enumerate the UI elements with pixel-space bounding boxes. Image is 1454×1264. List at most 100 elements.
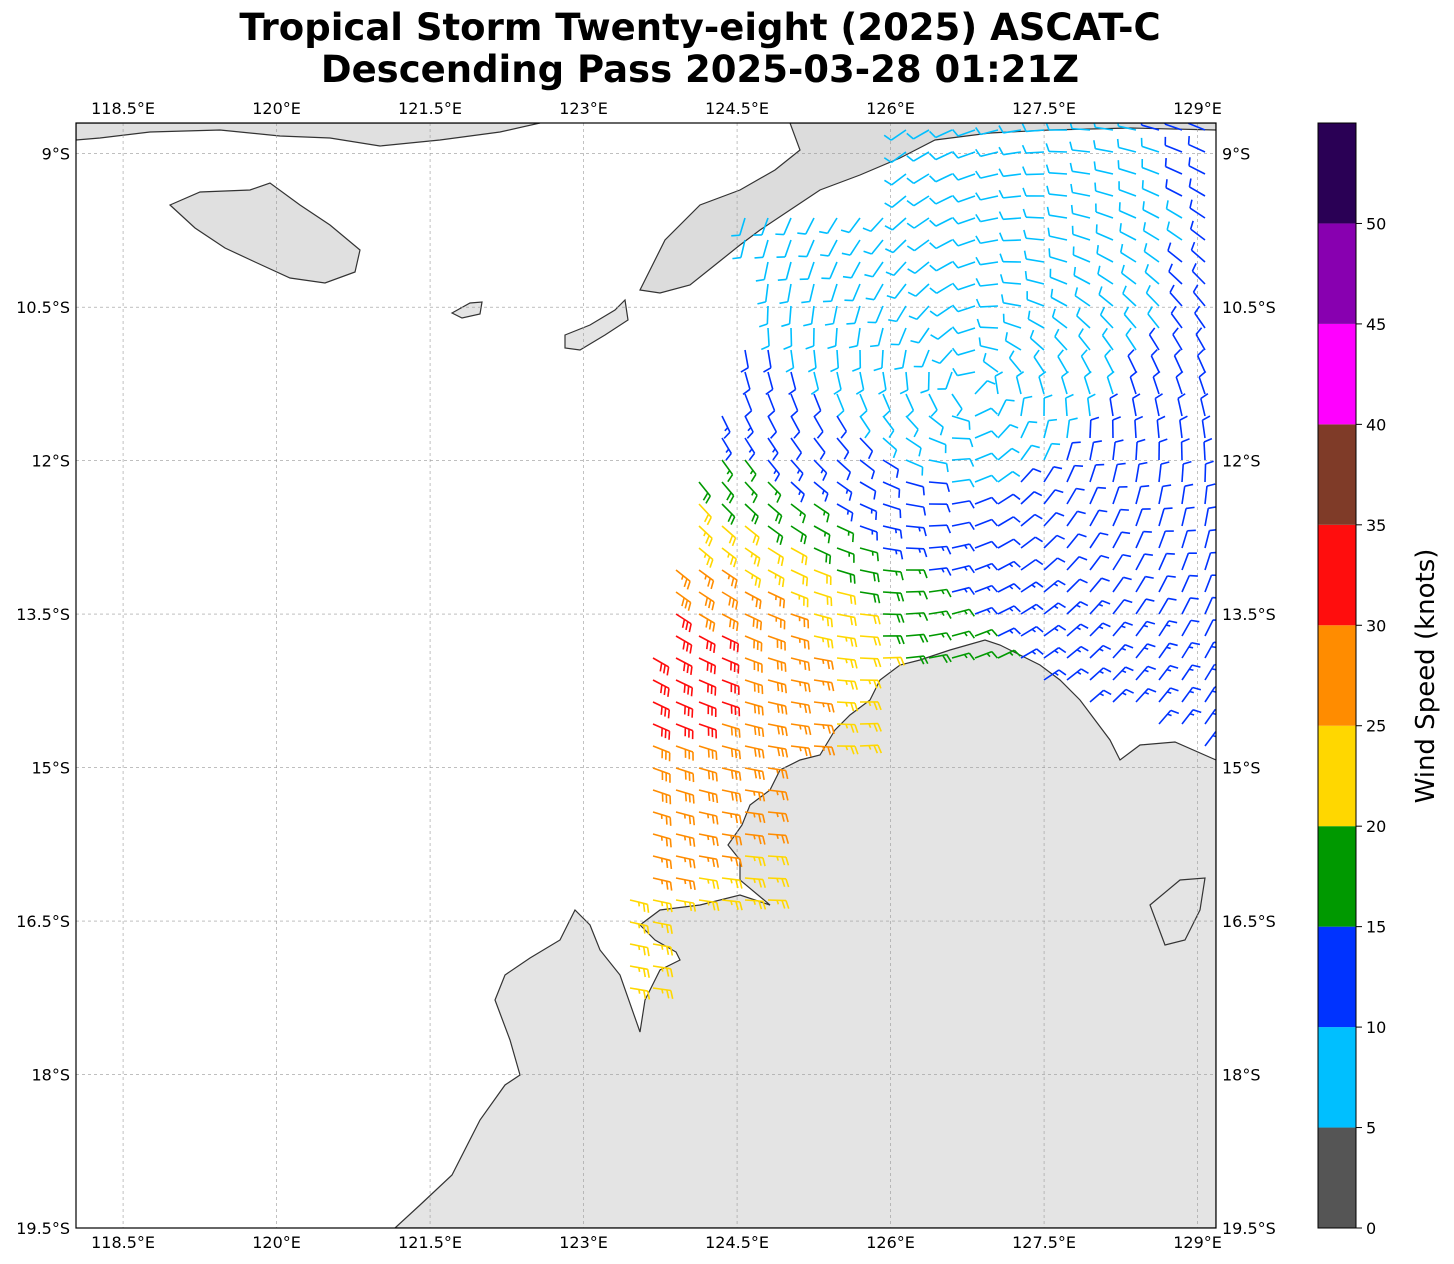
wind-barb <box>755 261 769 282</box>
wind-barb <box>675 591 692 611</box>
wind-barb <box>1135 508 1151 527</box>
wind-barb <box>767 481 782 503</box>
wind-barb <box>836 745 859 755</box>
wind-barb <box>905 415 919 438</box>
wind-barb <box>928 393 938 417</box>
wind-barb <box>951 437 974 448</box>
wind-barb <box>721 437 732 461</box>
wind-barb <box>652 943 674 956</box>
wind-barb <box>1135 485 1150 505</box>
wind-barb <box>1073 266 1091 285</box>
wind-barb <box>698 723 718 739</box>
colorbar-bin <box>1318 424 1356 525</box>
wind-barb <box>899 371 909 395</box>
wind-barb <box>675 723 694 740</box>
colorbar-bin <box>1318 123 1356 224</box>
wind-barb <box>1098 286 1114 307</box>
wind-barb <box>1109 393 1118 417</box>
wind-barb <box>652 855 673 870</box>
wind-barb <box>698 767 718 782</box>
wind-barb <box>783 327 793 350</box>
wind-barb <box>1021 144 1045 154</box>
wind-barb <box>975 148 999 158</box>
wind-barb <box>797 217 815 235</box>
wind-barb <box>1089 577 1110 593</box>
wind-barb <box>721 877 743 889</box>
wind-barb <box>790 437 803 461</box>
wind-barb <box>790 503 807 524</box>
wind-barb <box>1125 327 1137 351</box>
wind-barb <box>994 371 1004 395</box>
wind-barb <box>1204 483 1216 505</box>
wind-barb <box>767 899 790 909</box>
colorbar-tick-label: 25 <box>1366 717 1386 736</box>
wind-barb <box>1144 263 1160 285</box>
wind-barb <box>775 217 792 236</box>
wind-barb <box>1000 294 1022 307</box>
wind-barb <box>997 516 1021 527</box>
map-frame[interactable] <box>75 115 1224 1229</box>
wind-barb <box>744 503 759 525</box>
colorbar-tick-label: 40 <box>1366 415 1386 434</box>
wind-barb <box>997 649 1021 659</box>
wind-barb <box>928 610 952 619</box>
wind-barb <box>819 217 838 235</box>
wind-barb <box>1158 664 1179 681</box>
wind-barb <box>836 481 853 501</box>
wind-barb <box>1095 224 1114 241</box>
axis-ticks: 118.5°E 118.5°E 120°E 120°E 121.5°E 121.5°E 12… <box>16 99 1276 1252</box>
wind-barb <box>928 588 952 598</box>
wind-barb <box>1051 308 1068 329</box>
wind-barb <box>951 326 976 335</box>
wind-barb <box>1089 554 1110 571</box>
wind-barb <box>905 525 927 537</box>
wind-barb <box>859 525 878 541</box>
wind-barb <box>1135 620 1156 637</box>
wind-barb <box>1142 201 1160 219</box>
wind-barb <box>1140 123 1160 131</box>
wind-barb <box>929 173 953 183</box>
wind-barb <box>1075 307 1091 329</box>
wind-barb <box>767 811 789 823</box>
wind-barb <box>1135 665 1157 681</box>
wind-barb <box>675 833 696 847</box>
lat-tick-right: 9°S <box>1222 145 1250 164</box>
wind-barb <box>836 569 856 584</box>
wind-barb <box>975 256 999 266</box>
wind-barb <box>1179 415 1188 439</box>
wind-barb <box>836 701 859 712</box>
wind-barb <box>974 380 996 395</box>
colorbar-tick-label: 50 <box>1366 214 1386 233</box>
land-australia <box>394 639 1216 1228</box>
wind-barb <box>629 921 650 935</box>
wind-barb <box>951 238 976 247</box>
wind-barb <box>951 415 971 430</box>
colorbar: 0 5 10 15 20 25 30 35 40 45 50 <box>1317 122 1386 1238</box>
wind-barb <box>790 635 810 650</box>
wind-barb <box>1131 393 1141 417</box>
wind-barb <box>807 349 817 373</box>
wind-barb <box>675 745 694 761</box>
wind-barb <box>1122 285 1137 307</box>
wind-barb <box>928 481 950 493</box>
wind-barb <box>928 567 952 576</box>
wind-barb <box>905 393 915 417</box>
wind-barb <box>790 745 812 757</box>
wind-barb <box>721 613 739 632</box>
wind-barb <box>813 459 828 481</box>
wind-barb <box>885 239 907 254</box>
wind-barb <box>846 305 861 325</box>
wind-barb <box>951 478 975 488</box>
wind-barb <box>1022 187 1045 197</box>
wind-barb <box>779 283 792 305</box>
wind-barb <box>721 789 742 803</box>
wind-barb <box>1043 394 1053 417</box>
wind-barb <box>813 437 826 460</box>
wind-barb <box>1112 688 1134 703</box>
wind-barb <box>951 194 976 203</box>
wind-barb <box>1181 619 1200 637</box>
wind-barb <box>767 415 778 439</box>
wind-barb <box>1181 529 1196 549</box>
wind-barb <box>1194 305 1206 329</box>
wind-barb <box>836 723 859 733</box>
